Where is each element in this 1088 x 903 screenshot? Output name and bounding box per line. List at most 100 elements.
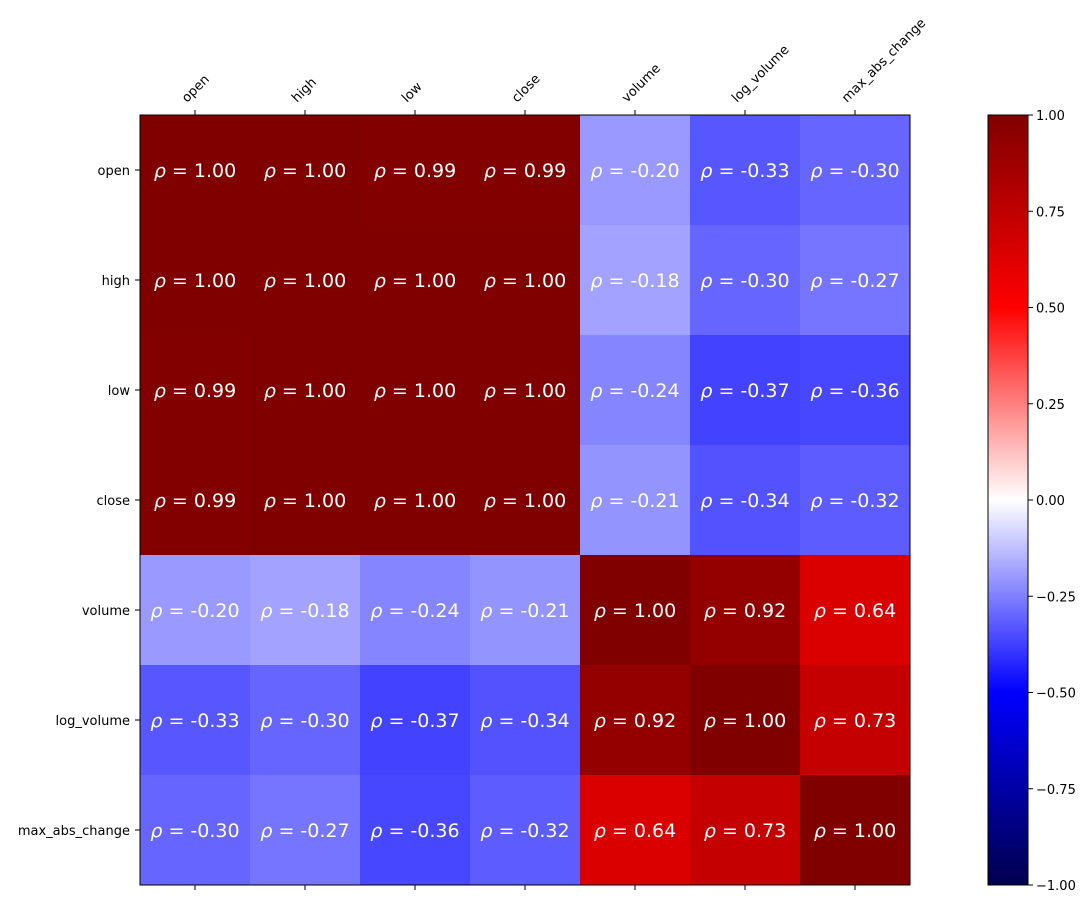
cell-label-close-low: ρ = 1.00 <box>374 490 456 512</box>
cell-label-volume-volume: ρ = 1.00 <box>594 600 676 622</box>
y-tick-label-high: high <box>102 274 130 289</box>
heatmap-cell-open-log_volume <box>690 115 801 226</box>
x-tick-label-volume: volume <box>619 61 664 106</box>
colorbar-tick-label-4: 0.00 <box>1036 494 1065 509</box>
cell-label-max_abs_change-log_volume: ρ = 0.73 <box>704 820 786 842</box>
heatmap-cell-close-log_volume <box>690 445 801 556</box>
colorbar: −1.00 −0.75 −0.50 −0.25 0.00 0.25 0.50 0.75 1.00 <box>987 109 1076 894</box>
heatmap-cell-labels: ρ = 1.00 ρ = 1.00 ρ = 0.99 ρ = 0.99 ρ = -0.2… <box>150 160 899 842</box>
cell-label-volume-log_volume: ρ = 0.92 <box>704 600 786 622</box>
heatmap-cell-volume-close <box>470 555 581 666</box>
cell-label-open-log_volume: ρ = -0.33 <box>700 160 789 182</box>
heatmap-cell-close-max_abs_change <box>800 445 911 556</box>
cell-label-log_volume-volume: ρ = 0.92 <box>594 710 676 732</box>
cell-label-max_abs_change-max_abs_change: ρ = 1.00 <box>814 820 896 842</box>
cell-label-high-low: ρ = 1.00 <box>374 270 456 292</box>
cell-label-low-low: ρ = 1.00 <box>374 380 456 402</box>
cell-label-close-open: ρ = 0.99 <box>154 490 236 512</box>
x-tick-label-open: open <box>179 72 213 106</box>
colorbar-ticks: −1.00 −0.75 −0.50 −0.25 0.00 0.25 0.50 0.75 1.00 <box>1028 109 1076 894</box>
cell-label-open-volume: ρ = -0.20 <box>590 160 679 182</box>
cell-label-low-max_abs_change: ρ = -0.36 <box>810 380 899 402</box>
cell-label-open-open: ρ = 1.00 <box>154 160 236 182</box>
heatmap-cell-high-high <box>250 225 361 336</box>
heatmap-cell-log_volume-max_abs_change <box>800 665 911 776</box>
heatmap-cell-max_abs_change-close <box>470 775 581 886</box>
heatmap-cell-high-volume <box>580 225 691 336</box>
x-tick-label-close: close <box>509 72 543 106</box>
heatmap-cell-close-high <box>250 445 361 556</box>
colorbar-tick-label-8: 1.00 <box>1036 109 1065 124</box>
y-tick-label-volume: volume <box>82 604 130 619</box>
heatmap-cell-log_volume-volume <box>580 665 691 776</box>
heatmap-cell-volume-log_volume <box>690 555 801 666</box>
cell-label-log_volume-close: ρ = -0.34 <box>480 710 569 732</box>
x-tick-label-high: high <box>289 75 320 106</box>
heatmap-cell-low-close <box>470 335 581 446</box>
heatmap-cell-open-volume <box>580 115 691 226</box>
heatmap-cell-log_volume-close <box>470 665 581 776</box>
cell-label-high-close: ρ = 1.00 <box>484 270 566 292</box>
colorbar-tick-label-6: 0.50 <box>1036 302 1065 317</box>
heatmap-cell-open-open <box>140 115 251 226</box>
heatmap-cell-volume-max_abs_change <box>800 555 911 666</box>
cell-label-low-log_volume: ρ = -0.37 <box>700 380 789 402</box>
heatmap-cell-high-low <box>360 225 471 336</box>
heatmap-cell-volume-high <box>250 555 361 666</box>
cell-label-volume-low: ρ = -0.24 <box>370 600 459 622</box>
heatmap-cell-close-low <box>360 445 471 556</box>
y-axis-ticks: open high low close volume log_volume max_abs_… <box>18 164 140 839</box>
cell-label-open-close: ρ = 0.99 <box>484 160 566 182</box>
heatmap-cell-max_abs_change-low <box>360 775 471 886</box>
colorbar-tick-label-5: 0.25 <box>1036 398 1065 413</box>
cell-label-high-high: ρ = 1.00 <box>264 270 346 292</box>
heatmap-cell-close-close <box>470 445 581 556</box>
cell-label-low-open: ρ = 0.99 <box>154 380 236 402</box>
heatmap-cell-low-high <box>250 335 361 446</box>
cell-label-high-open: ρ = 1.00 <box>154 270 236 292</box>
heatmap-cell-max_abs_change-max_abs_change <box>800 775 911 886</box>
heatmap-cell-low-max_abs_change <box>800 335 911 446</box>
heatmap-cells <box>140 115 911 886</box>
cell-label-open-max_abs_change: ρ = -0.30 <box>810 160 899 182</box>
cell-label-max_abs_change-open: ρ = -0.30 <box>150 820 239 842</box>
heatmap-cell-open-low <box>360 115 471 226</box>
y-tick-label-low: low <box>108 384 131 399</box>
cell-label-open-high: ρ = 1.00 <box>264 160 346 182</box>
cell-label-volume-high: ρ = -0.18 <box>260 600 349 622</box>
heatmap-cell-max_abs_change-log_volume <box>690 775 801 886</box>
cell-label-close-high: ρ = 1.00 <box>264 490 346 512</box>
y-tick-label-close: close <box>97 494 130 509</box>
heatmap-cell-close-volume <box>580 445 691 556</box>
heatmap-cell-low-log_volume <box>690 335 801 446</box>
cell-label-high-log_volume: ρ = -0.30 <box>700 270 789 292</box>
cell-label-high-max_abs_change: ρ = -0.27 <box>810 270 899 292</box>
heatmap-cell-open-high <box>250 115 361 226</box>
cell-label-max_abs_change-low: ρ = -0.36 <box>370 820 459 842</box>
cell-label-max_abs_change-close: ρ = -0.32 <box>480 820 569 842</box>
colorbar-gradient <box>987 114 1029 886</box>
cell-label-close-log_volume: ρ = -0.34 <box>700 490 789 512</box>
cell-label-log_volume-max_abs_change: ρ = 0.73 <box>814 710 896 732</box>
cell-label-max_abs_change-high: ρ = -0.27 <box>260 820 349 842</box>
cell-label-high-volume: ρ = -0.18 <box>590 270 679 292</box>
heatmap-cell-max_abs_change-volume <box>580 775 691 886</box>
cell-label-max_abs_change-volume: ρ = 0.64 <box>594 820 676 842</box>
heatmap-cell-log_volume-low <box>360 665 471 776</box>
heatmap-cell-max_abs_change-open <box>140 775 251 886</box>
heatmap-cell-low-open <box>140 335 251 446</box>
heatmap-cell-high-max_abs_change <box>800 225 911 336</box>
heatmap-cell-low-low <box>360 335 471 446</box>
heatmap-cell-close-open <box>140 445 251 556</box>
y-tick-label-open: open <box>98 164 130 179</box>
heatmap-cell-log_volume-high <box>250 665 361 776</box>
x-tick-label-low: low <box>399 79 426 106</box>
cell-label-low-close: ρ = 1.00 <box>484 380 566 402</box>
colorbar-tick-label-7: 0.75 <box>1036 205 1065 220</box>
cell-label-close-volume: ρ = -0.21 <box>590 490 679 512</box>
heatmap-cell-log_volume-log_volume <box>690 665 801 776</box>
cell-label-volume-max_abs_change: ρ = 0.64 <box>814 600 896 622</box>
colorbar-tick-label-0: −1.00 <box>1036 879 1076 894</box>
heatmap-cell-max_abs_change-high <box>250 775 361 886</box>
